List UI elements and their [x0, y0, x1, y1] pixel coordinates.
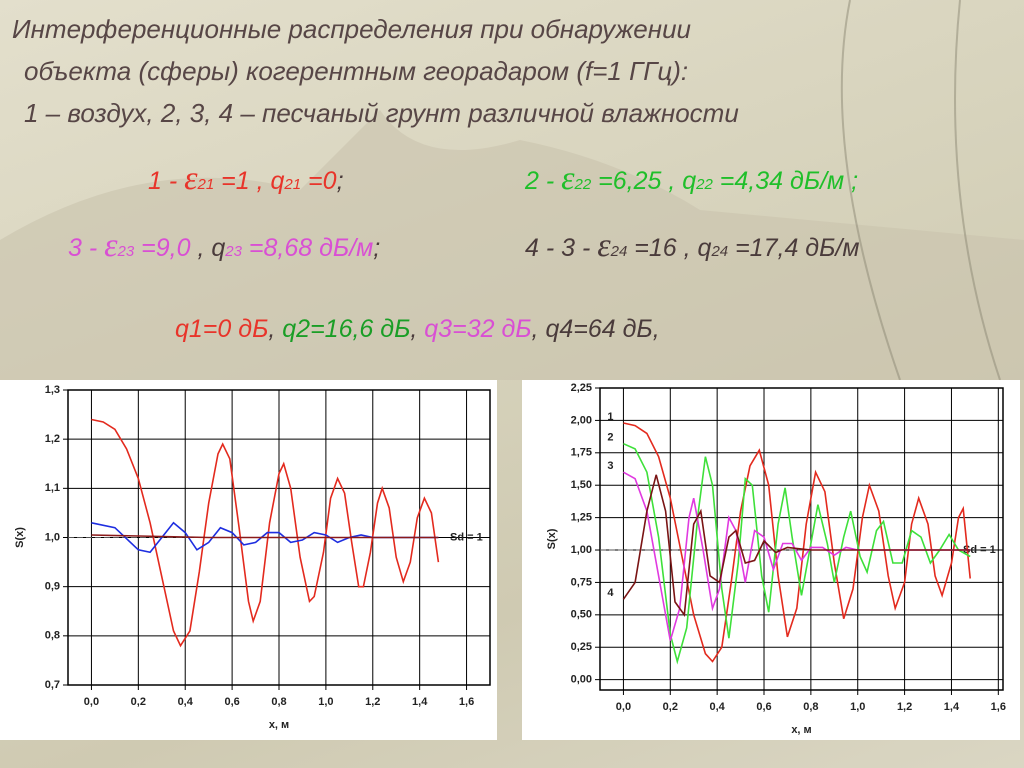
parameter-text: =1 , q	[214, 167, 285, 195]
subscript: 22	[574, 176, 592, 193]
y-tick-label: 2,25	[571, 382, 592, 394]
x-tick-label: 0,8	[271, 696, 286, 708]
parameter-text: ;	[373, 234, 381, 262]
series-line	[91, 418, 440, 648]
reference-label: Sd = 1	[963, 544, 996, 556]
y-tick-label: 0,7	[45, 679, 60, 691]
y-tick-label: 0,50	[571, 609, 592, 621]
x-tick-label: 1,4	[944, 701, 960, 713]
epsilon-symbol: ε	[597, 227, 611, 264]
y-tick-label: 0,75	[571, 576, 592, 588]
chart-panel: 0,0 0,2 0,4 0,6 0,8 1,0 1,2 1,4 1,6 0,7 0,8 0,9 1,0 1…	[0, 380, 497, 740]
parameter: 4 - 3 - ε24 =16 , q24 =17,4 дБ/м	[525, 227, 859, 265]
x-tick-label: 1,2	[897, 701, 912, 713]
title-line: Интерференционные распределения при обна…	[12, 14, 691, 44]
parameter-text: , q4=64 дБ,	[531, 315, 660, 343]
series-label: 2	[607, 432, 613, 444]
parameter-text: ,	[410, 315, 425, 343]
parameter-text: 1 -	[148, 167, 185, 195]
parameter-text: =8,68 дБ/м	[241, 234, 374, 262]
x-tick-label: 1,6	[991, 701, 1006, 713]
subscript: 24	[610, 243, 628, 260]
epsilon-symbol: ε	[561, 160, 575, 197]
y-tick-label: 1,1	[45, 482, 60, 494]
subscript: 23	[225, 243, 242, 260]
parameter: q1=0 дБ, q2=16,6 дБ, q3=32 дБ, q4=64 дБ,	[175, 315, 660, 344]
series-line	[91, 534, 439, 539]
x-tick-label: 1,4	[412, 696, 428, 708]
x-tick-label: 0,4	[178, 696, 194, 708]
y-tick-label: 1,3	[45, 384, 60, 396]
chart: 0,0 0,2 0,4 0,6 0,8 1,0 1,2 1,4 1,6 0,7 0,8 0,9 1,0 1…	[14, 384, 491, 731]
x-axis-label: x, м	[269, 719, 289, 731]
x-tick-label: 1,0	[318, 696, 333, 708]
x-tick-label: 1,2	[365, 696, 380, 708]
y-tick-label: 1,2	[45, 433, 60, 445]
series-label: 3	[607, 460, 613, 472]
series-label: 4	[607, 587, 614, 599]
y-tick-label: 0,00	[571, 674, 592, 686]
series-line	[623, 471, 971, 641]
x-tick-label: 1,6	[459, 696, 474, 708]
epsilon-symbol: ε	[104, 227, 118, 264]
parameter-text: q3=32 дБ	[424, 315, 532, 343]
y-tick-label: 1,75	[571, 447, 592, 459]
parameter-text: =0	[301, 167, 337, 195]
plot-frame	[599, 387, 1004, 691]
y-tick-label: 1,0	[45, 531, 60, 543]
parameter-text: =17,4 дБ/м	[728, 234, 860, 262]
x-tick-label: 0,0	[616, 701, 631, 713]
parameter-text: =9,0	[134, 234, 198, 262]
reference-label: Sd = 1	[450, 531, 483, 543]
parameter-text: =4,34 дБ/м ;	[712, 167, 859, 195]
y-axis-label: S(x)	[14, 527, 26, 548]
y-tick-label: 1,00	[571, 544, 592, 556]
x-tick-label: 0,6	[756, 701, 771, 713]
x-tick-label: 0,4	[710, 701, 726, 713]
subscript: 23	[117, 243, 135, 260]
subscript: 22	[696, 176, 713, 193]
x-tick-label: 0,8	[803, 701, 818, 713]
subscript: 21	[197, 176, 215, 193]
parameter-text: 3 -	[68, 234, 105, 262]
parameter-text: =16 , q	[627, 234, 712, 262]
background-art	[0, 0, 1024, 380]
chart-panel: 0,0 0,2 0,4 0,6 0,8 1,0 1,2 1,4 1,6 0,00 0,25 0,50 0…	[522, 380, 1020, 740]
parameter-text: 2 -	[525, 167, 562, 195]
parameter: 1 - ε21 =1 , q21 =0;	[148, 160, 344, 198]
y-tick-label: 1,25	[571, 512, 592, 524]
parameter: 2 - ε22 =6,25 , q22 =4,34 дБ/м ;	[525, 160, 858, 198]
series-line	[623, 422, 971, 663]
series-line	[623, 442, 971, 665]
y-tick-label: 0,8	[45, 630, 60, 642]
parameter-text: , q	[197, 234, 226, 262]
title-line: объекта (сферы) когерентным георадаром (…	[24, 56, 689, 86]
x-tick-label: 0,6	[224, 696, 239, 708]
epsilon-symbol: ε	[184, 160, 198, 197]
subscript: 21	[284, 176, 302, 193]
series-label: 1	[607, 411, 613, 423]
chart: 0,0 0,2 0,4 0,6 0,8 1,0 1,2 1,4 1,6 0,00 0,25 0,50 0…	[546, 382, 1006, 736]
subscript: 24	[711, 243, 729, 260]
title-line: 1 – воздух, 2, 3, 4 – песчаный грунт раз…	[24, 98, 739, 128]
series-line	[622, 474, 971, 617]
y-tick-label: 0,9	[45, 581, 60, 593]
y-axis-label: S(x)	[546, 528, 558, 549]
y-tick-label: 1,50	[571, 479, 592, 491]
parameter-text: ,	[268, 315, 283, 343]
y-tick-label: 2,00	[571, 414, 592, 426]
y-tick-label: 0,25	[571, 641, 592, 653]
x-tick-label: 1,0	[850, 701, 865, 713]
x-tick-label: 0,2	[131, 696, 146, 708]
x-tick-label: 0,0	[84, 696, 99, 708]
parameter-text: =6,25 , q	[591, 167, 697, 195]
parameter-text: ;	[336, 167, 344, 195]
parameter-text: q1=0 дБ	[175, 315, 269, 343]
x-axis-label: x, м	[791, 724, 811, 736]
parameter-text: q2=16,6 дБ	[282, 315, 411, 343]
parameter: 3 - ε23 =9,0 , q23 =8,68 дБ/м;	[68, 227, 380, 265]
parameter-text: 4 - 3 -	[525, 234, 598, 262]
x-tick-label: 0,2	[663, 701, 678, 713]
